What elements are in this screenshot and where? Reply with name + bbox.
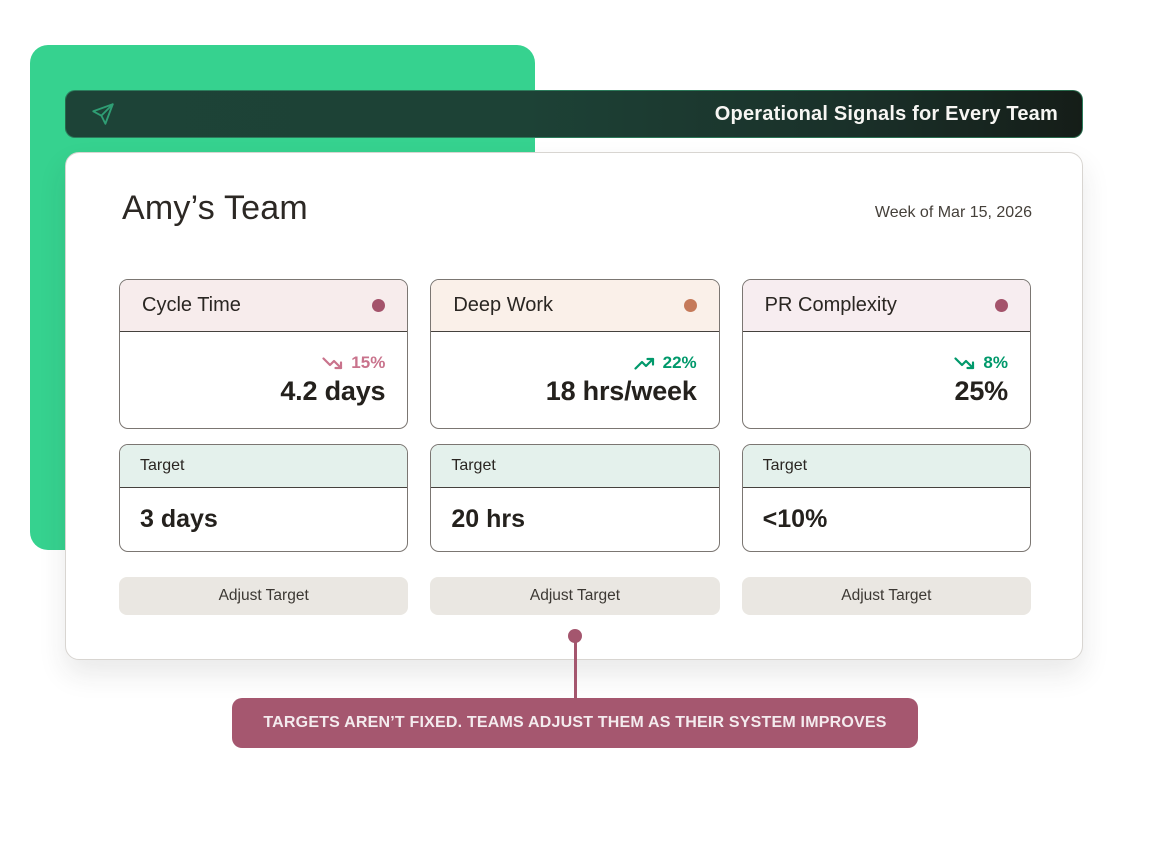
metric-trend: 8% xyxy=(954,353,1008,373)
paper-plane-logo-icon xyxy=(90,101,116,127)
metric-trend: 22% xyxy=(634,353,697,373)
metric-body: 22% 18 hrs/week xyxy=(431,332,718,428)
team-dashboard-card: Amy’s Team Week of Mar 15, 2026 Cycle Ti… xyxy=(65,152,1083,660)
metric-value: 25% xyxy=(954,376,1009,406)
metric-card: Deep Work 22% 18 hrs/week xyxy=(430,279,720,429)
target-value: 3 days xyxy=(140,505,218,533)
target-value: 20 hrs xyxy=(451,505,525,533)
metric-card: PR Complexity 8% 25% xyxy=(741,279,1031,429)
card-header-row: Amy’s Team Week of Mar 15, 2026 xyxy=(122,189,1032,228)
adjust-target-button[interactable]: Adjust Target xyxy=(119,577,409,615)
metric-body: 15% 4.2 days xyxy=(120,332,407,428)
metric-header: Deep Work xyxy=(431,280,719,332)
target-card: Target 3 days xyxy=(119,444,409,552)
metric-header: PR Complexity xyxy=(742,280,1030,332)
target-header: Target xyxy=(742,445,1030,488)
bar-title: Operational Signals for Every Team xyxy=(714,102,1058,125)
adjust-target-button[interactable]: Adjust Target xyxy=(741,577,1031,615)
target-card: Target <10% xyxy=(741,444,1031,552)
metric-value: 4.2 days xyxy=(280,376,386,406)
metric-name: Deep Work xyxy=(453,294,553,316)
metric-name: Cycle Time xyxy=(142,294,241,316)
target-card: Target 20 hrs xyxy=(430,444,720,552)
week-label: Week of Mar 15, 2026 xyxy=(874,204,1032,221)
column-pr-complexity: PR Complexity 8% 25% Target <10% xyxy=(741,279,1031,615)
metric-trend: 15% xyxy=(322,353,385,373)
callout-connector-dot xyxy=(568,629,582,643)
callout-pill: TARGETS AREN’T FIXED. TEAMS ADJUST THEM … xyxy=(232,698,918,748)
trend-value: 15% xyxy=(351,353,386,372)
metric-body: 8% 25% xyxy=(743,332,1030,428)
metric-value: 18 hrs/week xyxy=(545,376,697,406)
metric-columns: Cycle Time 15% 4.2 days Target 3 d xyxy=(119,279,1031,615)
adjust-target-button[interactable]: Adjust Target xyxy=(430,577,720,615)
trend-down-icon xyxy=(322,356,343,369)
metric-header: Cycle Time xyxy=(120,280,408,332)
column-deep-work: Deep Work 22% 18 hrs/week Target 2 xyxy=(430,279,720,615)
top-bar: Operational Signals for Every Team xyxy=(65,90,1083,138)
metric-status-dot xyxy=(683,299,697,312)
trend-up-icon xyxy=(634,357,654,370)
target-header: Target xyxy=(431,445,719,488)
metric-status-dot xyxy=(372,299,386,312)
metric-name: PR Complexity xyxy=(764,294,897,316)
metric-card: Cycle Time 15% 4.2 days xyxy=(119,279,409,429)
target-header: Target xyxy=(120,445,408,488)
trend-value: 8% xyxy=(983,353,1008,372)
metric-status-dot xyxy=(995,299,1008,312)
trend-down-icon xyxy=(954,356,975,369)
team-name: Amy’s Team xyxy=(122,189,308,227)
column-cycle-time: Cycle Time 15% 4.2 days Target 3 d xyxy=(119,279,409,615)
callout-connector-line xyxy=(573,640,577,700)
target-value: <10% xyxy=(762,505,828,533)
trend-value: 22% xyxy=(662,353,697,372)
